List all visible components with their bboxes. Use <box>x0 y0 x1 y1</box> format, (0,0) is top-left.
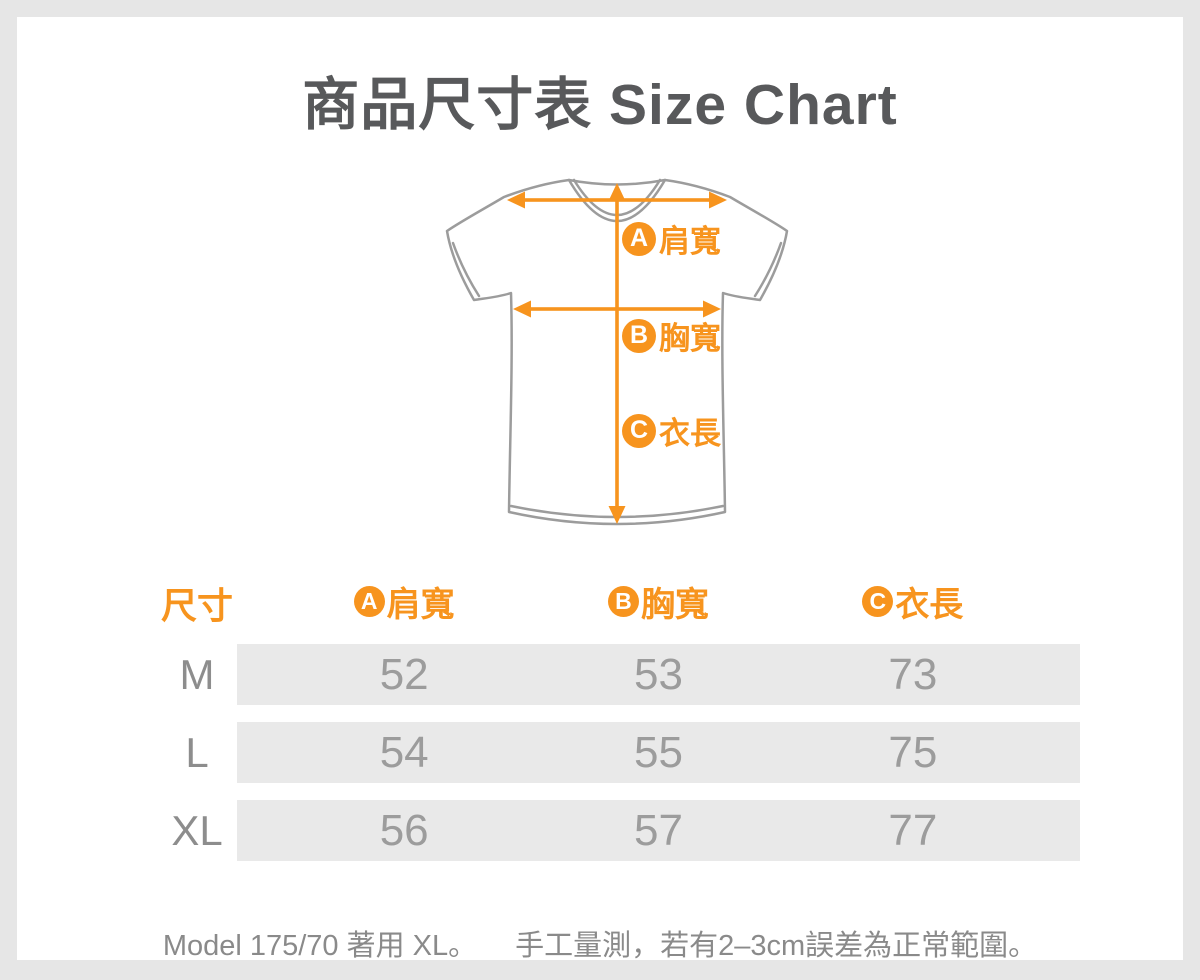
column-header-shoulder: A 肩寬 <box>277 577 531 626</box>
value-m-length: 73 <box>888 649 938 699</box>
measure-text-chest: 胸寬 <box>659 321 721 356</box>
value-xl-length: 77 <box>888 805 938 855</box>
size-table-header-row: 尺寸 A 肩寬 B 胸寬 C 衣長 <box>137 577 1080 644</box>
measure-text-length: 衣長 <box>659 416 721 451</box>
length-arrow-bottom-head <box>608 506 626 524</box>
value-bar-xl: 56 57 77 <box>237 800 1080 861</box>
chest-arrow-left-head <box>513 300 531 318</box>
shoulder-arrow-left-head <box>507 191 525 209</box>
length-arrow-top-head <box>608 183 626 201</box>
size-label-l: L <box>185 728 209 776</box>
model-fit-note: Model 175/70 著用 XL。 <box>162 930 478 962</box>
column-header-chest: B 胸寬 <box>531 577 785 626</box>
table-row-l: L 54 55 75 <box>137 722 1080 783</box>
column-badge-a: A <box>353 586 385 617</box>
measure-badge-a: A <box>622 221 656 256</box>
value-xl-chest: 57 <box>634 805 683 855</box>
measure-badge-b: B <box>622 318 656 353</box>
value-l-chest: 55 <box>634 727 683 777</box>
length-arrow-line <box>615 195 619 514</box>
size-label-m: M <box>179 650 215 698</box>
size-table: 尺寸 A 肩寬 B 胸寬 C 衣長 M <box>137 577 1080 878</box>
table-row-xl: XL 56 57 77 <box>137 800 1080 861</box>
diagram-label-chest: B 胸寬 <box>622 313 721 358</box>
value-bar-l: 54 55 75 <box>237 722 1080 783</box>
value-l-shoulder: 54 <box>379 727 429 777</box>
measure-badge-c: C <box>622 413 656 448</box>
value-bar-m: 52 53 73 <box>237 644 1080 705</box>
value-xl-shoulder: 56 <box>379 805 429 855</box>
tshirt-outline-drawing <box>445 178 789 526</box>
column-label-length: 衣長 <box>895 586 964 624</box>
value-l-length: 75 <box>888 727 938 777</box>
column-label-chest: 胸寬 <box>640 586 709 624</box>
column-badge-b: B <box>607 586 639 617</box>
chest-arrow-right-head <box>703 300 721 318</box>
shoulder-arrow-right-head <box>709 191 727 209</box>
size-column-header: 尺寸 <box>160 585 233 626</box>
value-m-shoulder: 52 <box>379 649 429 699</box>
page-title: 商品尺寸表 Size Chart <box>302 73 898 137</box>
value-m-chest: 53 <box>634 649 683 699</box>
right-cuff-seam <box>753 241 783 298</box>
column-label-shoulder: 肩寬 <box>386 586 455 624</box>
column-header-length: C 衣長 <box>786 577 1040 626</box>
measure-column-headers: A 肩寬 B 胸寬 C 衣長 <box>237 577 1080 626</box>
column-badge-c: C <box>862 586 894 617</box>
size-label-xl: XL <box>171 806 223 854</box>
diagram-label-length: C 衣長 <box>622 408 721 453</box>
measure-text-shoulder: 肩寬 <box>659 224 721 259</box>
tshirt-measurement-diagram: A 肩寬 B 胸寬 C 衣長 <box>427 167 807 552</box>
left-cuff-seam <box>451 241 481 298</box>
table-row-m: M 52 53 73 <box>137 644 1080 705</box>
measurement-disclaimer: Model 175/70 著用 XL。 手工量測，若有2–3cm誤差為正常範圍。 <box>17 922 1183 964</box>
diagram-label-shoulder: A 肩寬 <box>622 216 721 261</box>
size-chart-card: 商品尺寸表 Size Chart <box>17 17 1183 962</box>
tolerance-note: 手工量測，若有2–3cm誤差為正常範圍。 <box>515 930 1038 962</box>
